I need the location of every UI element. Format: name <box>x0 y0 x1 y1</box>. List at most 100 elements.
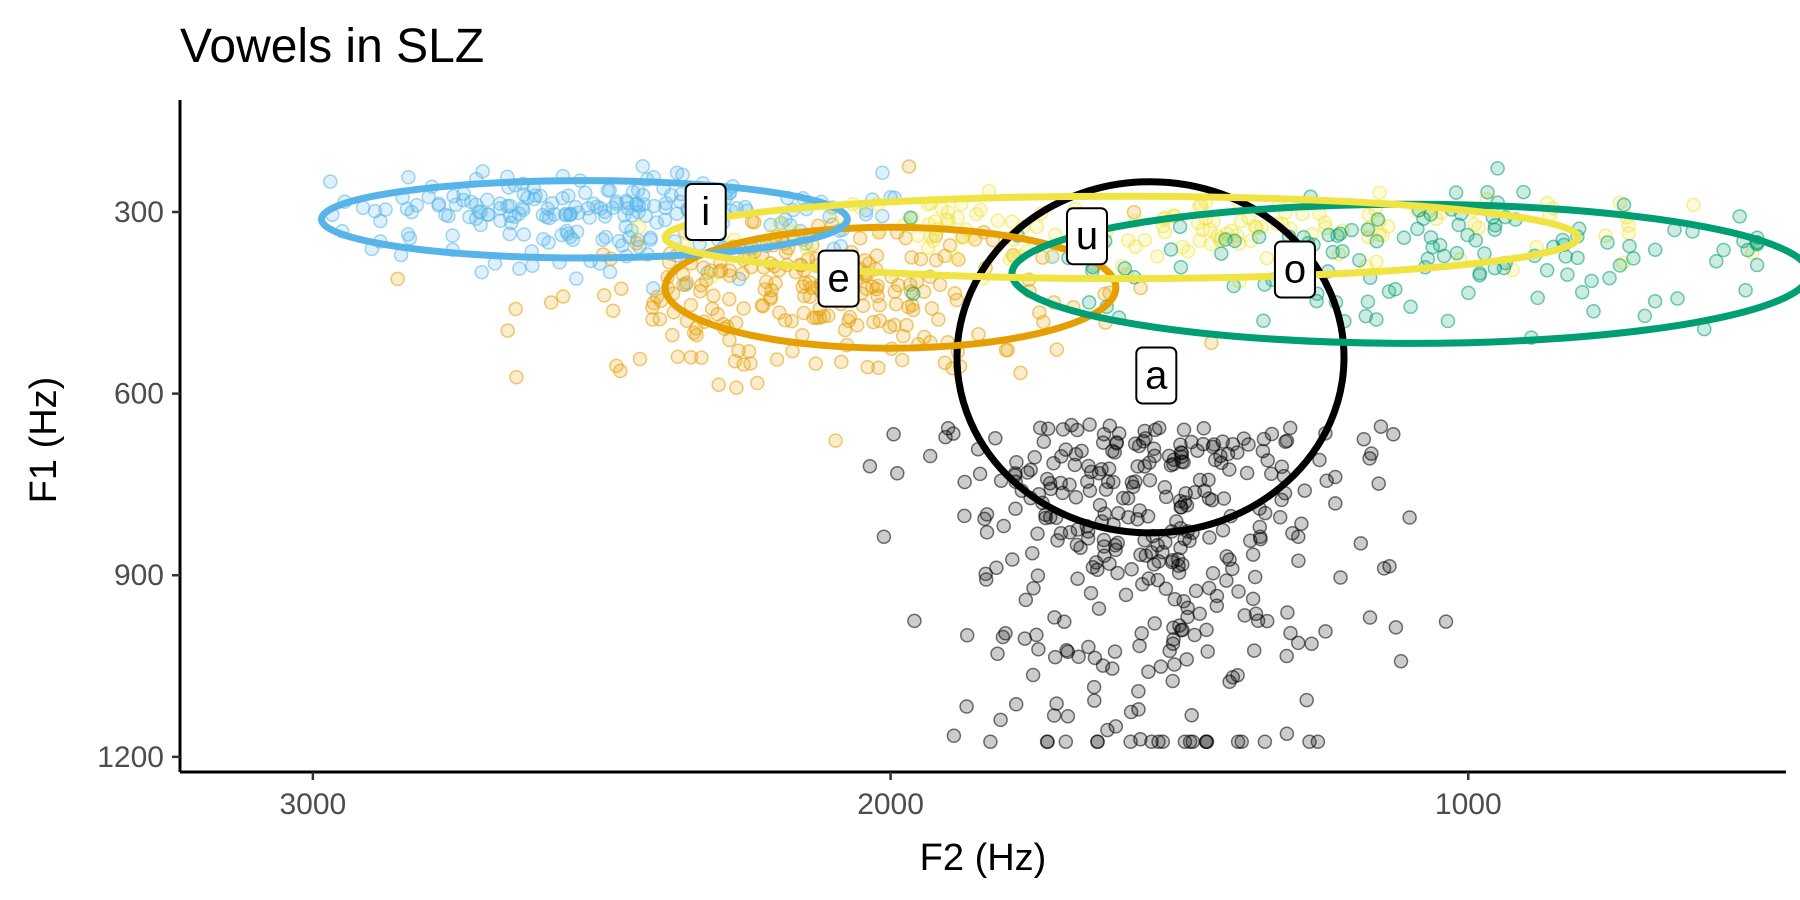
data-point-o <box>1560 267 1575 282</box>
data-point-i <box>456 186 471 201</box>
data-point-i <box>402 230 418 246</box>
y-axis-ticks: 300 600 900 1200 <box>97 196 180 774</box>
data-point-o <box>1460 227 1475 243</box>
data-point-e <box>901 159 917 174</box>
data-point-a <box>1260 453 1275 468</box>
data-point-a <box>972 466 988 482</box>
data-point-o <box>1173 259 1189 275</box>
data-point-a <box>1068 447 1084 462</box>
data-point-i <box>468 197 484 212</box>
data-point-u <box>920 240 936 256</box>
data-point-a <box>1215 522 1231 538</box>
data-point-o <box>1584 273 1599 289</box>
data-point-a <box>1025 545 1040 561</box>
data-point-i <box>554 227 569 243</box>
data-point-a <box>993 712 1008 728</box>
data-point-u <box>772 216 788 231</box>
data-point-a <box>1209 588 1225 604</box>
data-point-e <box>736 357 751 372</box>
data-point-a <box>1039 734 1055 749</box>
data-point-a <box>1081 639 1096 655</box>
data-point-a <box>1108 542 1123 558</box>
data-point-o <box>1616 197 1632 213</box>
data-point-i <box>533 188 548 204</box>
data-point-o <box>1749 257 1765 273</box>
data-point-a <box>1097 506 1112 521</box>
data-point-o <box>1516 184 1531 200</box>
data-point-e <box>1049 342 1065 357</box>
data-point-e <box>508 301 523 317</box>
data-point-o <box>1256 313 1271 328</box>
vowel-label-i: i <box>684 183 727 241</box>
data-point-o <box>1352 252 1367 268</box>
ellipse-a <box>953 178 1348 537</box>
data-point-a <box>1299 692 1314 708</box>
x-tick-label: 1000 <box>1435 788 1502 821</box>
data-point-a <box>1239 465 1255 481</box>
data-point-a <box>890 466 905 481</box>
data-point-a <box>1124 562 1139 577</box>
data-point-u <box>1621 218 1636 233</box>
data-point-a <box>1005 552 1020 567</box>
data-point-e <box>932 277 948 293</box>
data-point-o <box>1449 245 1465 261</box>
data-point-a <box>1297 483 1312 498</box>
data-point-i <box>597 204 613 220</box>
data-point-a <box>1047 649 1063 665</box>
data-point-a <box>1026 580 1041 596</box>
vowel-label-o: o <box>1273 240 1316 299</box>
data-point-o <box>1309 293 1324 309</box>
data-point-a <box>1302 734 1317 749</box>
data-point-e <box>872 297 887 313</box>
data-point-a <box>1187 627 1202 643</box>
data-point-a <box>1279 648 1294 664</box>
data-point-a <box>1362 610 1378 625</box>
data-point-i <box>502 226 517 242</box>
data-point-a <box>988 430 1003 446</box>
data-point-o <box>1539 263 1555 278</box>
data-point-a <box>1062 477 1077 492</box>
data-point-e <box>555 289 571 304</box>
data-point-e <box>722 332 737 348</box>
label-text-o: o <box>1284 248 1306 292</box>
data-point-a <box>957 474 972 490</box>
data-point-o <box>1600 235 1615 250</box>
data-point-o <box>1321 227 1336 243</box>
data-point-i <box>448 197 464 212</box>
data-point-a <box>1142 472 1158 488</box>
data-point-u <box>1157 224 1173 240</box>
data-point-e <box>928 252 944 268</box>
data-point-a <box>1180 609 1195 625</box>
data-point-a <box>1036 434 1052 449</box>
data-point-a <box>1047 610 1062 625</box>
data-point-u <box>990 213 1006 229</box>
data-point-a <box>1081 458 1096 474</box>
data-point-a <box>1067 457 1083 473</box>
data-point-a <box>886 427 901 442</box>
data-point-a <box>938 429 953 445</box>
data-point-a <box>1082 483 1098 498</box>
data-point-o <box>1396 230 1412 245</box>
data-point-e <box>735 266 750 282</box>
data-point-o <box>1388 282 1403 297</box>
data-point-e <box>808 356 824 371</box>
data-point-u <box>1233 213 1249 229</box>
data-point-e <box>898 230 913 246</box>
data-point-i <box>875 208 890 224</box>
data-point-a <box>1185 734 1201 749</box>
vowel-label-a: a <box>1135 346 1178 405</box>
data-point-e <box>887 284 903 299</box>
data-point-a <box>1068 489 1084 505</box>
data-point-a <box>1097 548 1112 564</box>
data-point-a <box>1096 532 1112 548</box>
data-point-u <box>950 210 965 226</box>
data-point-a <box>1058 734 1074 749</box>
data-point-a <box>993 473 1009 488</box>
y-tick-label: 900 <box>114 559 164 592</box>
data-point-a <box>1108 719 1124 734</box>
data-point-e <box>614 281 629 296</box>
label-box-a <box>1135 346 1178 405</box>
data-point-a <box>1179 652 1194 667</box>
data-point-o <box>1468 233 1484 248</box>
label-box-o <box>1273 240 1316 299</box>
